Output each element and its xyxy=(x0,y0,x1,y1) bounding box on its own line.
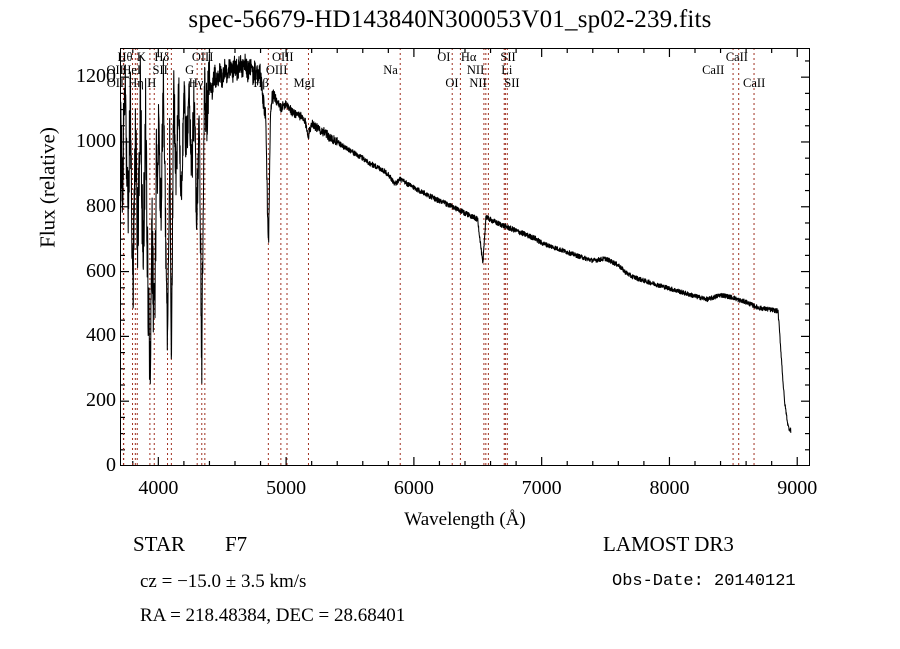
spectral-line-label: OIII xyxy=(191,50,214,64)
spectral-line-label: NII xyxy=(466,63,485,77)
spectral-line-label: Hη xyxy=(128,76,144,90)
x-tick-label: 7000 xyxy=(521,477,562,499)
spectral-line-label: OIII xyxy=(272,50,294,64)
radial-velocity-label: cz = −15.0 ± 3.5 km/s xyxy=(140,571,307,592)
spectral-line-label: Na xyxy=(383,63,398,77)
spectral-line-label: CaII xyxy=(702,63,725,77)
spectrum-canvas xyxy=(120,48,810,466)
x-tick-label: 5000 xyxy=(266,477,307,499)
observation-date-label: Obs-Date: 20140121 xyxy=(612,572,796,591)
spectral-line-label: OI xyxy=(437,50,451,64)
spectral-class-label: F7 xyxy=(225,532,248,556)
spectral-line-label: SII xyxy=(500,50,516,64)
survey-label: LAMOST DR3 xyxy=(603,532,734,556)
spectral-line-label: Hβ xyxy=(253,76,269,90)
spectral-line-label: HeI xyxy=(122,63,142,77)
y-tick-label: 1000 xyxy=(76,129,116,152)
spectral-line-label: OII xyxy=(106,76,125,90)
spectral-line-label: H xyxy=(147,76,157,90)
spectral-line-label: Hθ xyxy=(117,50,133,64)
spectral-line-label: OIII xyxy=(265,63,288,77)
y-tick-label: 800 xyxy=(86,194,116,217)
x-tick-label: 9000 xyxy=(777,477,818,499)
y-tick-label: 1200 xyxy=(76,65,116,88)
plot-frame xyxy=(120,48,810,466)
spectral-line-label: SII xyxy=(152,63,168,77)
spectral-line-label: G xyxy=(185,63,195,77)
y-tick-label: 600 xyxy=(86,259,116,282)
spectral-line-label: OI xyxy=(445,76,459,90)
spectral-line-label: MgI xyxy=(293,76,315,90)
page-title: spec-56679-HD143840N300053V01_sp02-239.f… xyxy=(188,6,712,33)
spectral-line-label: SII xyxy=(504,76,520,90)
spectral-line-label: NII xyxy=(469,76,487,90)
x-tick-label: 8000 xyxy=(649,477,690,499)
x-axis-label: Wavelength (Å) xyxy=(404,509,526,530)
x-tick-label: 6000 xyxy=(393,477,434,499)
y-axis-ticks: 0 200 400 600 800 1000 1200 xyxy=(38,0,116,649)
x-tick-label: 4000 xyxy=(138,477,179,499)
y-tick-label: 400 xyxy=(86,324,116,347)
spectral-line-label: Hγ xyxy=(188,76,204,90)
spectral-line-label: Hα xyxy=(460,50,477,64)
spectral-line-label: Hδ xyxy=(154,50,170,64)
object-type-label: STAR xyxy=(133,532,185,556)
spectral-line-label: Li xyxy=(501,63,513,77)
y-tick-label: 0 xyxy=(106,454,116,476)
spectral-line-label: CaII xyxy=(725,50,748,64)
spectral-line-label: OII xyxy=(106,63,124,77)
spectral-line-label: K xyxy=(136,50,146,64)
y-tick-label: 200 xyxy=(86,389,116,412)
coordinates-label: RA = 218.48384, DEC = 28.68401 xyxy=(140,605,406,626)
spectral-line-label: CaII xyxy=(743,76,766,90)
